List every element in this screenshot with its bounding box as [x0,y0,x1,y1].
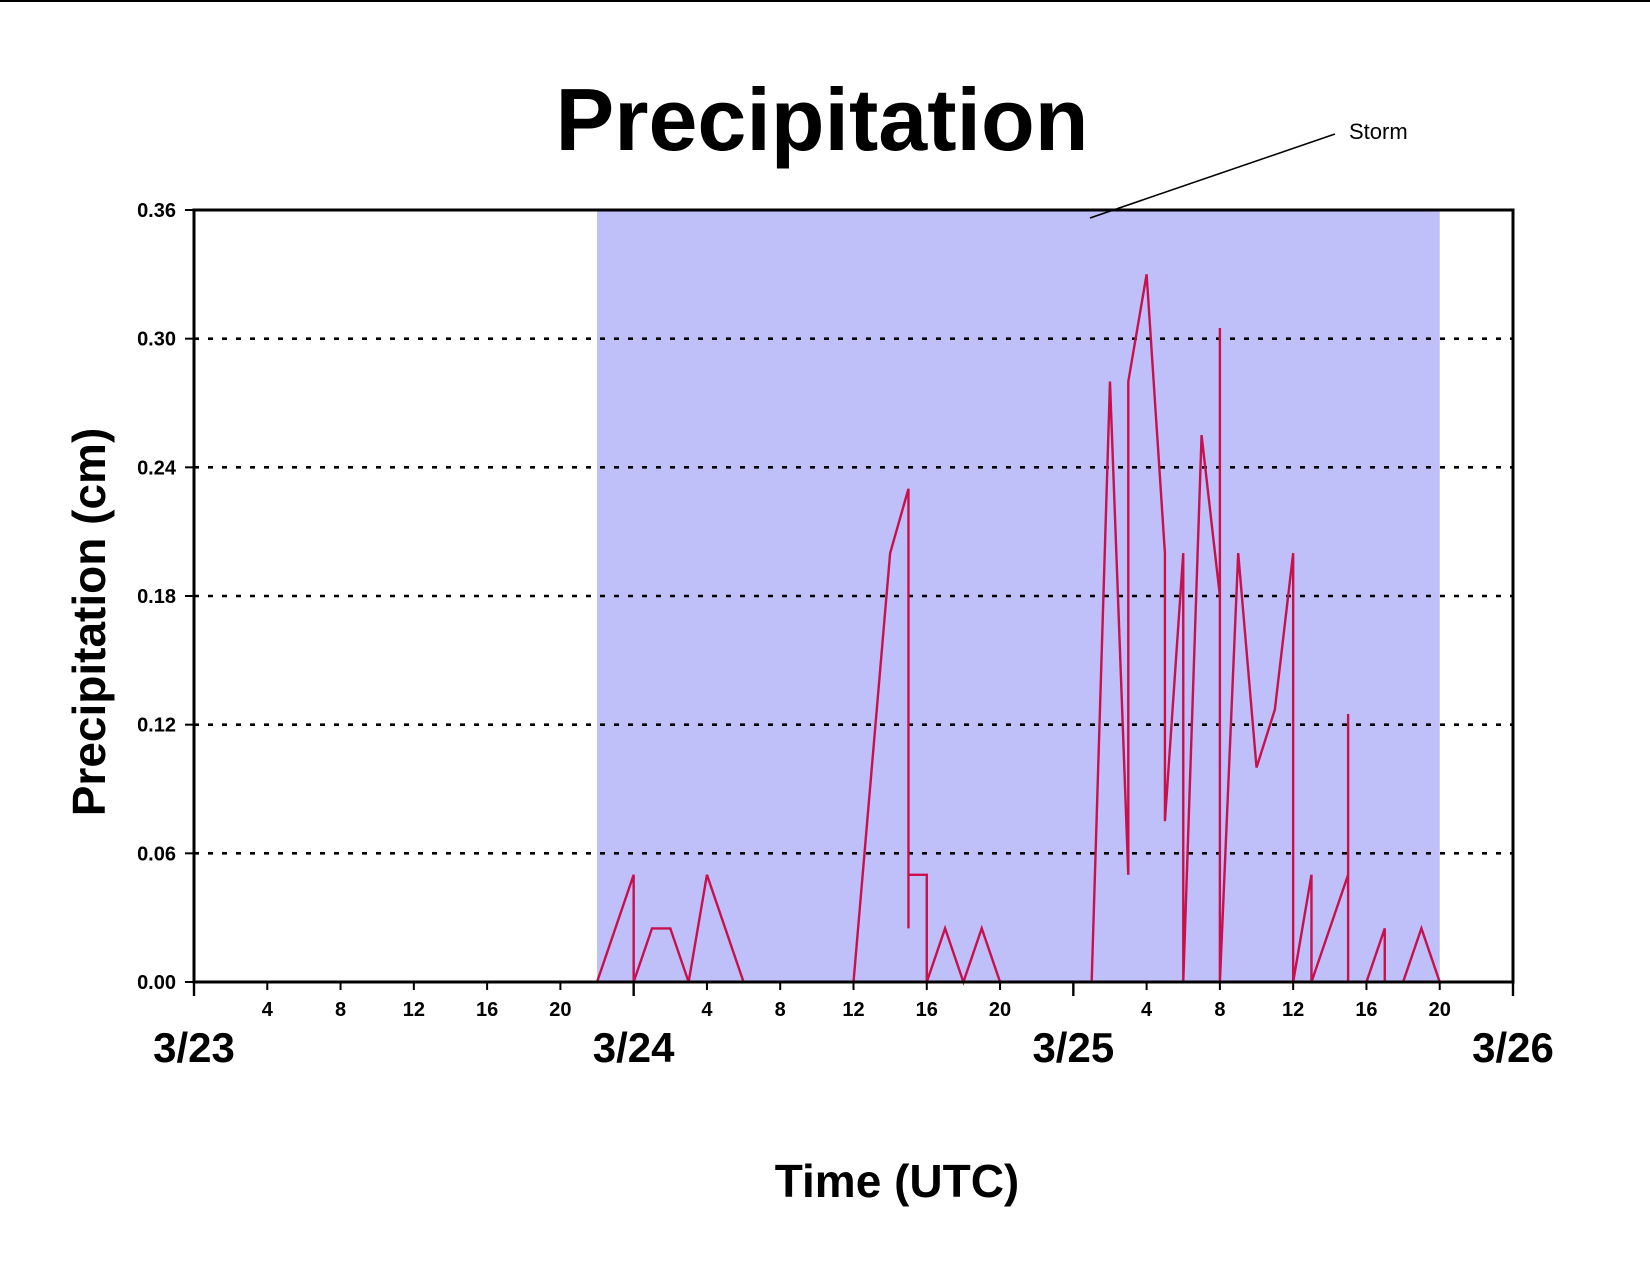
y-tick-label: 0.30 [137,329,176,351]
date-label: 3/23 [153,1024,235,1071]
top-rule [0,0,1650,2]
y-tick-label: 0.36 [137,200,176,222]
storm-shaded-region [597,210,1440,982]
x-tick-label: 12 [1282,999,1304,1021]
x-tick-label: 4 [1141,999,1153,1021]
date-labels: 3/23 3/24 3/25 3/26 [153,1024,1554,1071]
x-axis-title: Time (UTC) [775,1155,1020,1207]
x-tick-label: 16 [1355,999,1377,1021]
x-tick-label: 16 [476,999,498,1021]
x-tick-label: 20 [549,999,571,1021]
chart-title: Precipitation [556,70,1089,169]
y-tick-label: 0.12 [137,715,176,737]
x-tick-label: 8 [775,999,786,1021]
storm-annotation-leader [1089,133,1336,219]
y-tick-label: 0.24 [137,457,177,479]
x-tick-label: 8 [335,999,346,1021]
storm-annotation-label: Storm [1349,119,1408,144]
date-label: 3/26 [1472,1024,1554,1071]
y-tick-label: 0.18 [137,586,176,608]
x-axis-ticks: 4 8 12 16 20 4 8 12 16 20 4 8 12 16 20 [192,982,1515,1021]
y-tick-label: 0.06 [137,843,176,865]
x-tick-label: 12 [403,999,425,1021]
x-tick-label: 16 [916,999,938,1021]
date-label: 3/24 [593,1024,675,1071]
date-label: 3/25 [1032,1024,1114,1071]
y-tick-label: 0.00 [137,972,176,994]
x-tick-label: 20 [1429,999,1451,1021]
x-tick-label: 8 [1214,999,1225,1021]
x-tick-label: 20 [989,999,1011,1021]
x-tick-label: 4 [701,999,713,1021]
x-tick-label: 4 [262,999,274,1021]
grid-lines [194,337,1513,855]
x-tick-label: 12 [842,999,864,1021]
y-axis-ticks: 0.00 0.06 0.12 0.18 0.24 0.30 0.36 [137,200,194,994]
y-axis-title: Precipitation (cm) [63,428,115,817]
